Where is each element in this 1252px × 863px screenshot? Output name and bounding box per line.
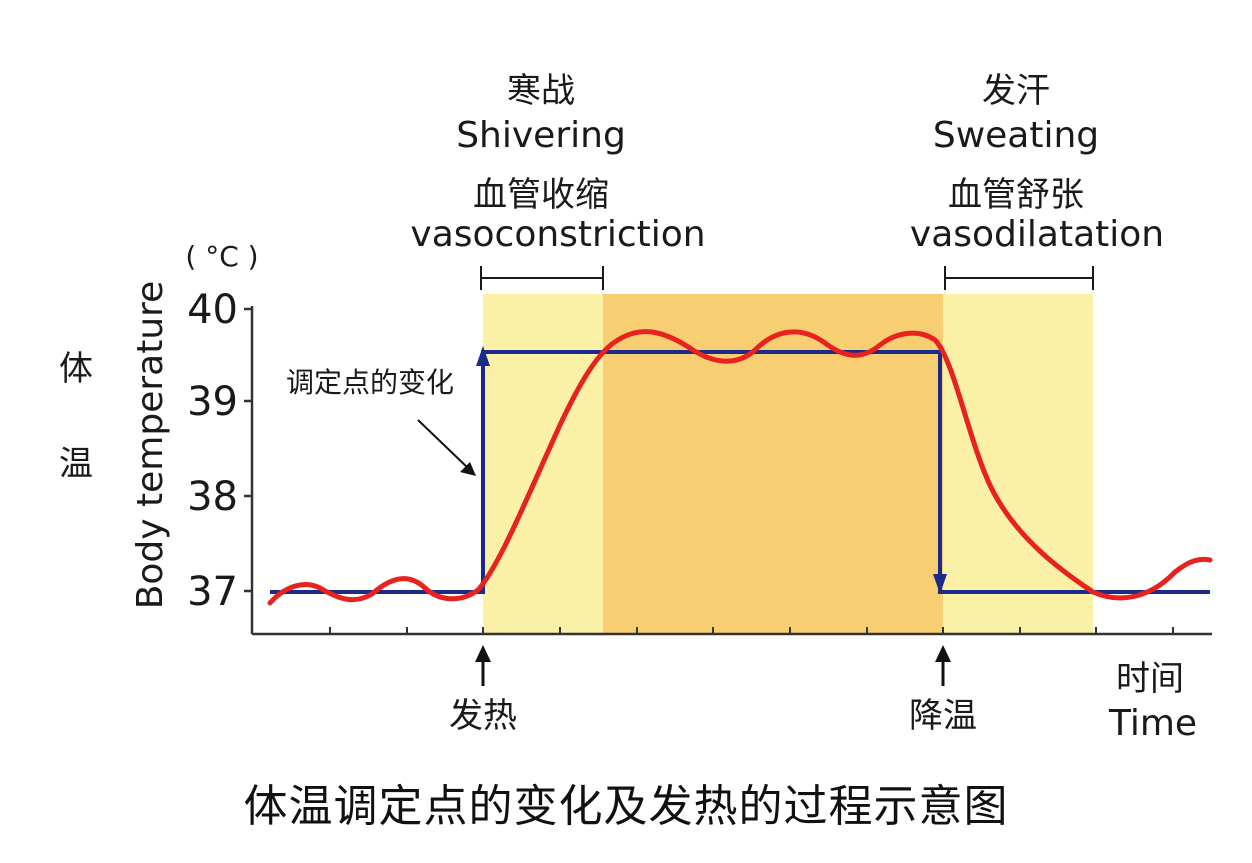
- temperature-unit: ( °C ): [185, 240, 258, 273]
- sweating-label-cn: 发汗: [982, 71, 1050, 111]
- vasoconstriction-label-en: vasoconstriction: [410, 214, 705, 255]
- x-axis-minor-ticks: [329, 627, 1174, 634]
- setpoint-pointer-head: [460, 462, 476, 476]
- y-tick-38: 38: [187, 474, 238, 520]
- setpoint-down-arrowhead: [933, 574, 947, 594]
- y-tick-39: 39: [187, 379, 238, 425]
- time-label-cn: 时间: [1116, 659, 1184, 699]
- y-tick-37: 37: [187, 569, 238, 615]
- shivering-label-en: Shivering: [456, 115, 626, 156]
- y-axis-title-en: Body temperature: [130, 281, 171, 610]
- vasodilatation-label-en: vasodilatation: [910, 214, 1164, 255]
- y-tick-40: 40: [187, 287, 238, 333]
- cooling-label: 降温: [909, 696, 977, 736]
- fever-onset-arrow: [475, 645, 491, 686]
- sweating-phase-band: [943, 294, 1093, 634]
- body-temperature-curve: [267, 329, 1213, 606]
- setpoint-pointer-line: [417, 419, 469, 469]
- vasoconstriction-label-cn: 血管收缩: [473, 175, 609, 215]
- y-axis-title-cn-2: 温: [59, 444, 93, 484]
- cooling-arrow: [935, 645, 951, 686]
- vasodilatation-label-cn: 血管舒张: [948, 175, 1084, 215]
- figure-caption: 体温调定点的变化及发热的过程示意图: [243, 781, 1009, 832]
- setpoint-change-label: 调定点的变化: [286, 366, 454, 399]
- vasodilatation-bracket: [944, 266, 1094, 290]
- setpoint-up-arrowhead: [476, 346, 490, 366]
- vasoconstriction-bracket: [480, 266, 604, 290]
- shivering-label-cn: 寒战: [507, 71, 575, 111]
- setpoint-line: [270, 350, 1210, 594]
- y-axis-title-cn-1: 体: [59, 349, 93, 389]
- plateau-phase-band: [603, 294, 943, 634]
- sweating-label-en: Sweating: [933, 115, 1099, 156]
- y-axis: [244, 306, 254, 634]
- fever-onset-label: 发热: [449, 696, 517, 736]
- time-label-en: Time: [1108, 703, 1197, 744]
